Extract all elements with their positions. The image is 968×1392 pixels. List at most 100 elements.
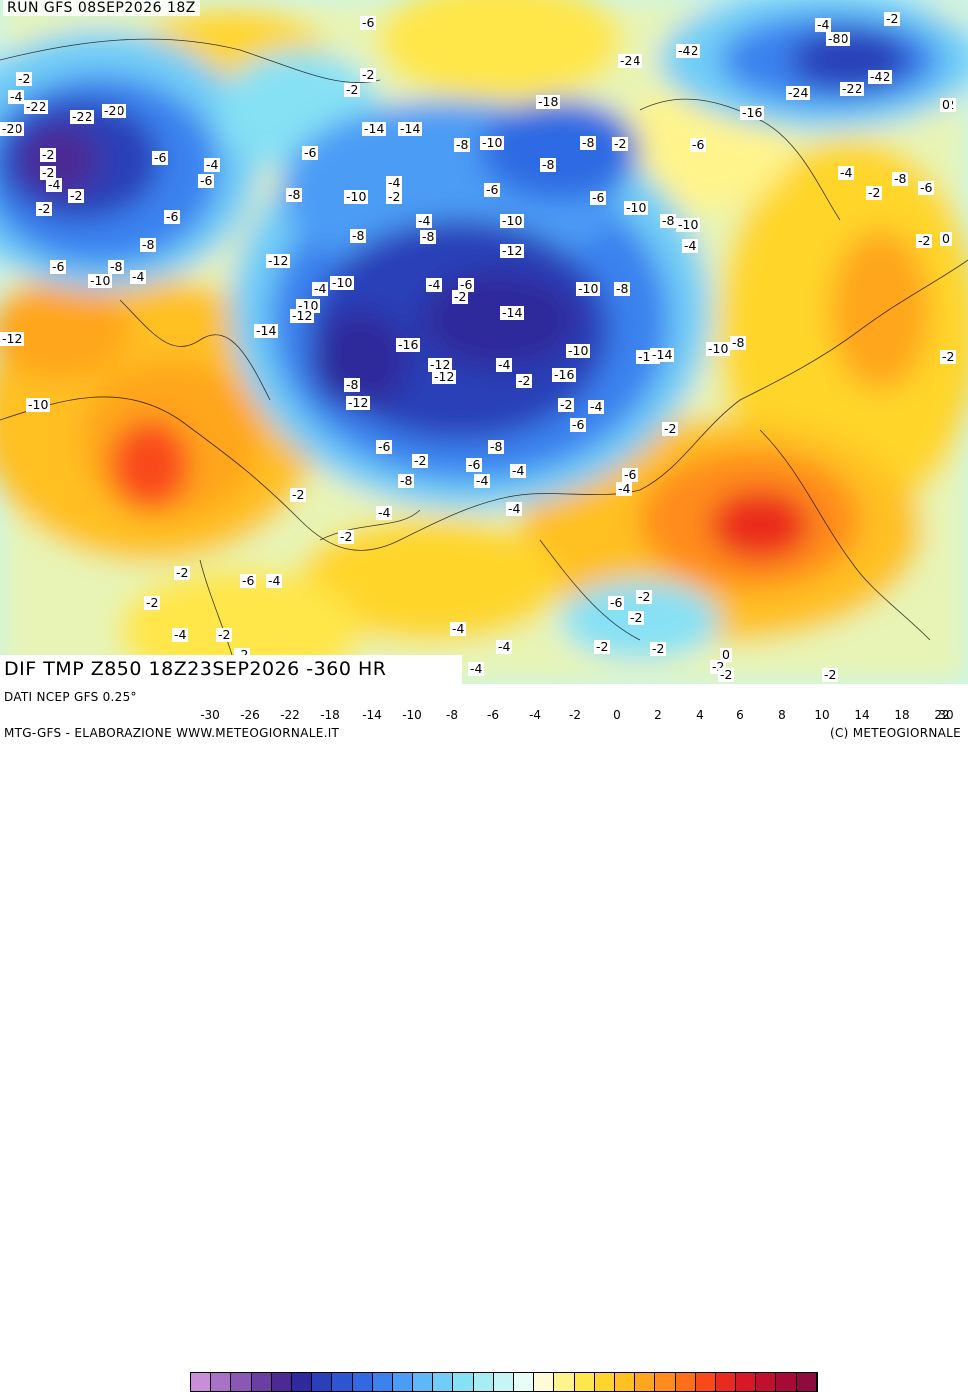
colorbar-cell <box>413 1373 434 1391</box>
contour-label: -6 <box>50 259 67 274</box>
contour-label: -8 <box>892 171 909 186</box>
contour-label: -4 <box>204 157 221 172</box>
contour-label: -12 <box>290 308 315 323</box>
contour-label: -8 <box>614 281 631 296</box>
contour-label: -12 <box>428 357 453 372</box>
contour-label: -4 <box>838 165 855 180</box>
contour-label: -6 <box>152 150 169 165</box>
contour-label: -6 <box>690 137 707 152</box>
contour-label: -6 <box>164 209 181 224</box>
colorbar-tick-label: 6 <box>736 708 744 722</box>
contour-label: -2 <box>412 453 429 468</box>
contour-label: -12 <box>500 243 525 258</box>
contour-label: -2 <box>662 421 679 436</box>
contour-label: -6 <box>622 467 639 482</box>
contour-label: -2 <box>174 565 191 580</box>
contour-label: -10 <box>26 397 51 412</box>
contour-label: -14 <box>500 305 525 320</box>
colorbar-cell <box>332 1373 353 1391</box>
colorbar-cell <box>291 1373 313 1391</box>
colorbar-tick-label: 4 <box>696 708 704 722</box>
contour-label: -4 <box>130 269 147 284</box>
contour-label: -2 <box>290 487 307 502</box>
contour-label: -6 <box>918 180 935 195</box>
colorbar-tick-label: -18 <box>320 708 340 722</box>
contour-label: -2 <box>916 233 933 248</box>
colorbar-tick-label: -26 <box>240 708 260 722</box>
contour-label: -10 <box>676 217 701 232</box>
contour-label: -4 <box>386 175 403 190</box>
contour-label: -2 <box>558 397 575 412</box>
contour-label: -2 <box>360 67 377 82</box>
contour-label: -8 <box>398 473 415 488</box>
temperature-anomaly-map <box>0 0 968 690</box>
contour-label: -8 <box>140 237 157 252</box>
colorbar-tick-label: -4 <box>529 708 541 722</box>
colorbar-cell <box>594 1373 615 1391</box>
contour-label: -10 <box>500 213 525 228</box>
contour-label: -10 <box>480 135 505 150</box>
colorbar-tick-label: -8 <box>446 708 458 722</box>
contour-label: -4 <box>266 573 283 588</box>
colorbar-cell <box>796 1373 817 1391</box>
contour-label: -2 <box>452 289 469 304</box>
contour-label: -6 <box>484 182 501 197</box>
field-title: DIF TMP Z850 18Z23SEP2026 -360 HR <box>0 655 462 684</box>
contour-label: -2 <box>386 189 403 204</box>
contour-label: -4 <box>312 281 329 296</box>
contour-label: -14 <box>650 347 675 362</box>
colorbar-cell <box>715 1373 737 1391</box>
contour-label: -4 <box>506 501 523 516</box>
contour-label: -10 <box>706 341 731 356</box>
colorbar-tick-label: -30 <box>200 708 220 722</box>
colorbar-cell <box>352 1373 373 1391</box>
contour-label: -2 <box>70 109 87 124</box>
colorbar-cell <box>635 1373 656 1391</box>
colorbar-cell <box>211 1373 232 1391</box>
colorbar-cell <box>312 1373 333 1391</box>
contour-label: -2 <box>840 81 857 96</box>
contour-label: -4 <box>868 69 885 84</box>
colorbar-cell <box>231 1373 252 1391</box>
footer: DATI NCEP GFS 0.25° -30 -26 -22 -18 -14 -10 -8… <box>0 684 968 1392</box>
contour-label: -16 <box>396 337 421 352</box>
contour-label: -2 <box>216 627 233 642</box>
contour-label: -8 <box>488 439 505 454</box>
colorbar-tick-label: -2 <box>569 708 581 722</box>
contour-label: -2 <box>822 667 839 682</box>
colorbar-cell <box>675 1373 696 1391</box>
copyright-text: (C) METEOGIORNALE <box>830 726 962 740</box>
colorbar-cell <box>554 1373 575 1391</box>
colorbar-cell <box>736 1373 757 1391</box>
contour-label: -4 <box>588 399 605 414</box>
contour-label: -2 <box>16 71 33 86</box>
contour-label: -8 <box>540 157 557 172</box>
contour-label: -10 <box>624 200 649 215</box>
contour-label: -2 <box>612 136 629 151</box>
contour-label: -16 <box>740 105 765 120</box>
contour-label: -10 <box>344 189 369 204</box>
contour-label: -2 <box>36 201 53 216</box>
colorbar-tick-label: -6 <box>487 708 499 722</box>
contour-label: -4 <box>510 463 527 478</box>
colorbar-cell <box>372 1373 393 1391</box>
colorbar-cell <box>534 1373 555 1391</box>
contour-label: -6 <box>240 573 257 588</box>
contour-label: -4 <box>8 89 25 104</box>
map-canvas <box>0 0 968 690</box>
contour-label: -6 <box>376 439 393 454</box>
contour-label: -8 <box>350 228 367 243</box>
contour-label: -16 <box>552 367 577 382</box>
contour-label: -2 <box>24 99 41 114</box>
contour-label: -12 <box>432 369 457 384</box>
colorbar-cell <box>574 1373 595 1391</box>
colorbar-tick-label: 30 <box>938 708 954 722</box>
contour-label: -2 <box>628 610 645 625</box>
contour-label: -6 <box>466 457 483 472</box>
contour-label: -4 <box>676 43 693 58</box>
contour-label: -8 <box>108 259 125 274</box>
colorbar-tick-label: 14 <box>854 708 870 722</box>
contour-label: -10 <box>576 281 601 296</box>
contour-label: -4 <box>450 621 467 636</box>
colorbar-cell <box>655 1373 676 1391</box>
